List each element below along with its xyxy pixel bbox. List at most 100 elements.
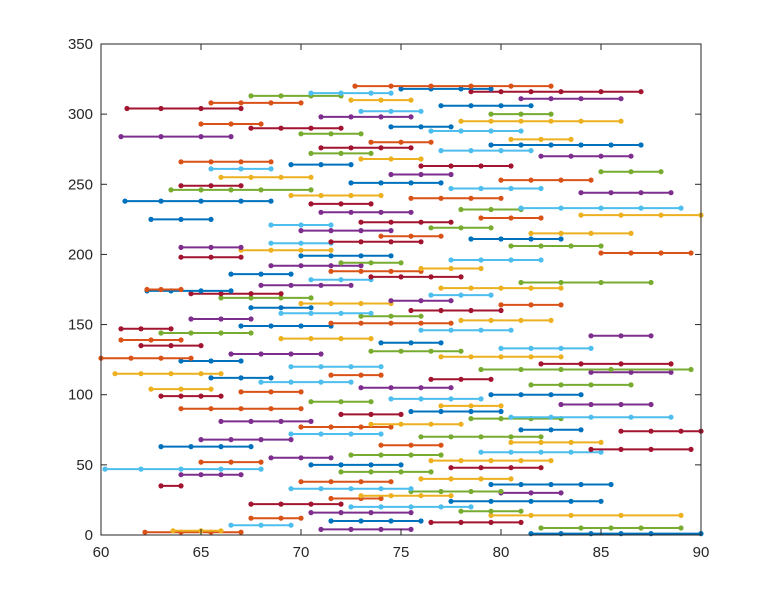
data-point	[268, 263, 274, 269]
data-point	[658, 212, 664, 218]
data-point	[538, 525, 544, 531]
series-line-86	[338, 411, 404, 417]
data-point	[538, 257, 544, 263]
data-point	[278, 336, 284, 342]
data-point	[238, 529, 244, 535]
data-point	[468, 307, 474, 314]
series-line-105	[358, 385, 454, 391]
data-point	[198, 134, 204, 140]
data-point	[188, 291, 194, 297]
data-point	[218, 316, 224, 322]
data-point	[558, 302, 564, 308]
series-line-263	[418, 163, 514, 169]
series-line-31	[408, 488, 504, 495]
series-line-308	[208, 100, 304, 106]
series-line-146	[418, 327, 514, 333]
data-point	[338, 336, 344, 342]
data-point	[578, 427, 584, 433]
data-point	[388, 268, 394, 274]
data-point	[628, 230, 634, 236]
data-point	[388, 219, 394, 225]
series-line-169	[218, 295, 314, 301]
data-point	[352, 83, 358, 89]
data-point	[428, 421, 434, 427]
data-point	[438, 452, 444, 458]
data-point	[418, 518, 424, 524]
data-point	[488, 142, 494, 148]
series-line-52	[198, 459, 264, 465]
data-point	[298, 131, 304, 137]
data-point	[418, 265, 424, 272]
data-point	[358, 228, 364, 234]
series-line-147	[118, 326, 174, 332]
data-point	[328, 518, 334, 524]
y-tick-label: 300	[68, 106, 93, 123]
data-point	[658, 169, 664, 175]
series-line-206	[508, 243, 604, 249]
data-point	[498, 89, 504, 95]
series-line-47	[102, 466, 264, 472]
data-point	[408, 307, 414, 314]
data-point	[178, 159, 184, 165]
data-point	[348, 192, 354, 199]
data-point	[308, 277, 314, 283]
data-point	[498, 345, 504, 351]
data-point	[528, 345, 534, 351]
data-point	[358, 424, 364, 430]
series-line-208	[268, 240, 334, 246]
x-tick-label: 85	[593, 544, 610, 561]
data-point	[368, 462, 374, 468]
data-point	[398, 411, 404, 417]
data-point	[228, 187, 234, 193]
data-point	[508, 327, 514, 333]
data-point	[218, 330, 224, 336]
data-point	[228, 134, 234, 140]
data-point	[458, 376, 464, 382]
data-point	[628, 382, 634, 388]
data-point	[298, 424, 304, 430]
data-point	[238, 166, 244, 172]
data-point	[398, 274, 404, 280]
data-point	[218, 528, 224, 534]
data-point	[448, 385, 454, 391]
data-point	[288, 437, 294, 443]
data-point	[168, 326, 174, 332]
data-point	[388, 253, 394, 259]
series-line-48	[448, 465, 544, 471]
data-point	[368, 274, 374, 280]
data-point	[278, 501, 284, 507]
data-point	[418, 298, 424, 304]
data-point	[568, 136, 574, 142]
data-point	[428, 274, 434, 280]
data-point	[498, 195, 504, 201]
data-point	[268, 159, 274, 165]
data-point	[228, 459, 234, 465]
data-point	[338, 125, 344, 131]
data-point	[408, 340, 414, 346]
data-point	[548, 317, 554, 323]
data-point	[238, 375, 244, 381]
data-point	[548, 427, 554, 433]
data-point	[298, 228, 304, 234]
series-line-230	[318, 209, 414, 215]
series-line-320	[352, 83, 554, 89]
data-point	[308, 462, 314, 468]
data-point	[178, 216, 184, 222]
series-line-28	[358, 493, 454, 499]
data-point	[428, 469, 434, 475]
data-point	[388, 298, 394, 304]
data-point	[518, 279, 524, 286]
data-point	[188, 355, 194, 361]
data-point	[478, 449, 484, 455]
data-point	[138, 371, 144, 377]
series-line-137	[378, 340, 444, 346]
data-point	[468, 408, 474, 415]
data-point	[328, 300, 334, 307]
series-line-144	[158, 330, 254, 336]
data-point	[328, 268, 334, 274]
data-point	[288, 364, 294, 370]
data-point	[418, 108, 424, 114]
data-point	[308, 310, 314, 316]
series-line-124	[178, 358, 244, 364]
series-line-79	[368, 421, 464, 427]
